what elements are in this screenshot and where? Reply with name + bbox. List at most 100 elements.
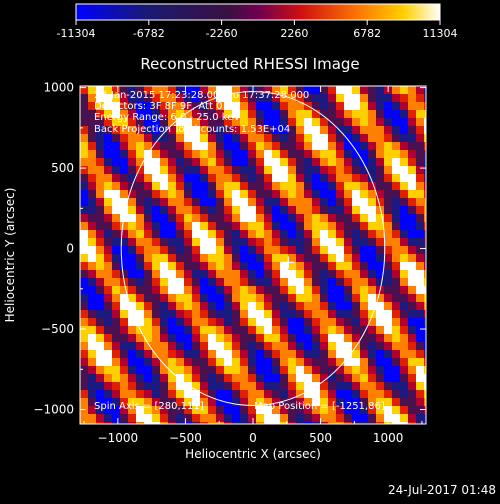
- heatmap-cell: [96, 342, 104, 350]
- heatmap-cell: [344, 398, 352, 406]
- heatmap-cell: [384, 190, 392, 198]
- heatmap-cell: [224, 390, 232, 398]
- heatmap-cell: [160, 358, 168, 366]
- heatmap-cell: [256, 326, 264, 334]
- heatmap-cell: [232, 278, 240, 286]
- annotation-spin-axis: Spin Axis = [280,111]: [94, 401, 204, 412]
- heatmap-cell: [112, 94, 120, 102]
- heatmap-cell: [320, 142, 328, 150]
- heatmap-cell: [176, 110, 184, 118]
- heatmap-cell: [168, 94, 176, 102]
- heatmap-cell: [152, 222, 160, 230]
- heatmap-cell: [280, 254, 288, 262]
- heatmap-cell: [88, 374, 96, 382]
- heatmap-cell: [256, 302, 264, 310]
- heatmap-cell: [320, 230, 328, 238]
- heatmap-cell: [104, 374, 112, 382]
- heatmap-cell: [168, 134, 176, 142]
- heatmap-cell: [112, 358, 120, 366]
- heatmap-cell: [288, 366, 296, 374]
- heatmap-cell: [416, 118, 424, 126]
- heatmap-cell: [392, 382, 400, 390]
- heatmap-cell: [112, 214, 120, 222]
- heatmap-cell: [184, 134, 192, 142]
- heatmap-cell: [136, 422, 144, 424]
- heatmap-cell: [120, 254, 128, 262]
- heatmap-cell: [264, 270, 272, 278]
- heatmap-cell: [88, 366, 96, 374]
- heatmap-cell: [152, 118, 160, 126]
- heatmap-cell: [168, 150, 176, 158]
- heatmap-cell: [256, 150, 264, 158]
- heatmap-cell: [152, 398, 160, 406]
- heatmap-cell: [296, 94, 304, 102]
- heatmap-cell: [416, 286, 424, 294]
- heatmap-cell: [120, 318, 128, 326]
- heatmap-cell: [248, 302, 256, 310]
- heatmap-cell: [352, 102, 360, 110]
- heatmap-cell: [224, 142, 232, 150]
- heatmap-cell: [208, 358, 216, 366]
- heatmap-cell: [112, 422, 120, 424]
- heatmap-cell: [408, 310, 416, 318]
- heatmap-cell: [104, 238, 112, 246]
- heatmap-cell: [408, 342, 416, 350]
- heatmap-cell: [160, 182, 168, 190]
- heatmap-cell: [120, 166, 128, 174]
- heatmap-cell: [208, 110, 216, 118]
- heatmap-cell: [208, 102, 216, 110]
- heatmap-cell: [368, 158, 376, 166]
- heatmap-cell: [160, 390, 168, 398]
- heatmap-cell: [368, 142, 376, 150]
- heatmap-cell: [144, 198, 152, 206]
- heatmap-cell: [296, 262, 304, 270]
- heatmap-cell: [360, 414, 368, 422]
- heatmap-cell: [144, 270, 152, 278]
- heatmap-cell: [104, 206, 112, 214]
- heatmap-cell: [376, 118, 384, 126]
- heatmap-cell: [288, 118, 296, 126]
- heatmap-cell: [328, 222, 336, 230]
- heatmap-cell: [80, 102, 88, 110]
- heatmap-cell: [120, 222, 128, 230]
- heatmap-cell: [384, 326, 392, 334]
- heatmap-cell: [112, 350, 120, 358]
- heatmap-cell: [232, 142, 240, 150]
- heatmap-cell: [400, 254, 408, 262]
- heatmap-cell: [288, 246, 296, 254]
- heatmap-cell: [248, 142, 256, 150]
- heatmap-cell: [288, 326, 296, 334]
- heatmap-cell: [264, 358, 272, 366]
- heatmap-cell: [424, 182, 426, 190]
- heatmap-cell: [272, 222, 280, 230]
- heatmap-cell: [352, 414, 360, 422]
- heatmap-cell: [312, 350, 320, 358]
- heatmap-cell: [288, 198, 296, 206]
- heatmap-cell: [184, 398, 192, 406]
- heatmap-cell: [352, 374, 360, 382]
- heatmap-cell: [80, 166, 88, 174]
- heatmap-cell: [96, 278, 104, 286]
- heatmap-cell: [200, 86, 208, 94]
- heatmap-cell: [128, 374, 136, 382]
- heatmap-cell: [368, 286, 376, 294]
- colorbar-tick-label: -2260: [206, 27, 238, 40]
- heatmap-cell: [352, 86, 360, 94]
- heatmap-cell: [304, 174, 312, 182]
- heatmap-cell: [312, 366, 320, 374]
- heatmap-cell: [136, 134, 144, 142]
- heatmap-cell: [192, 150, 200, 158]
- heatmap-cell: [416, 374, 424, 382]
- heatmap-cell: [264, 342, 272, 350]
- heatmap-cell: [256, 166, 264, 174]
- heatmap-cell: [424, 86, 426, 94]
- heatmap-cell: [352, 382, 360, 390]
- heatmap-cell: [392, 198, 400, 206]
- heatmap-cell: [232, 310, 240, 318]
- heatmap-cell: [368, 254, 376, 262]
- heatmap-cell: [312, 190, 320, 198]
- heatmap-cell: [336, 422, 344, 424]
- heatmap-cell: [400, 118, 408, 126]
- heatmap-cell: [240, 134, 248, 142]
- heatmap-cell: [328, 286, 336, 294]
